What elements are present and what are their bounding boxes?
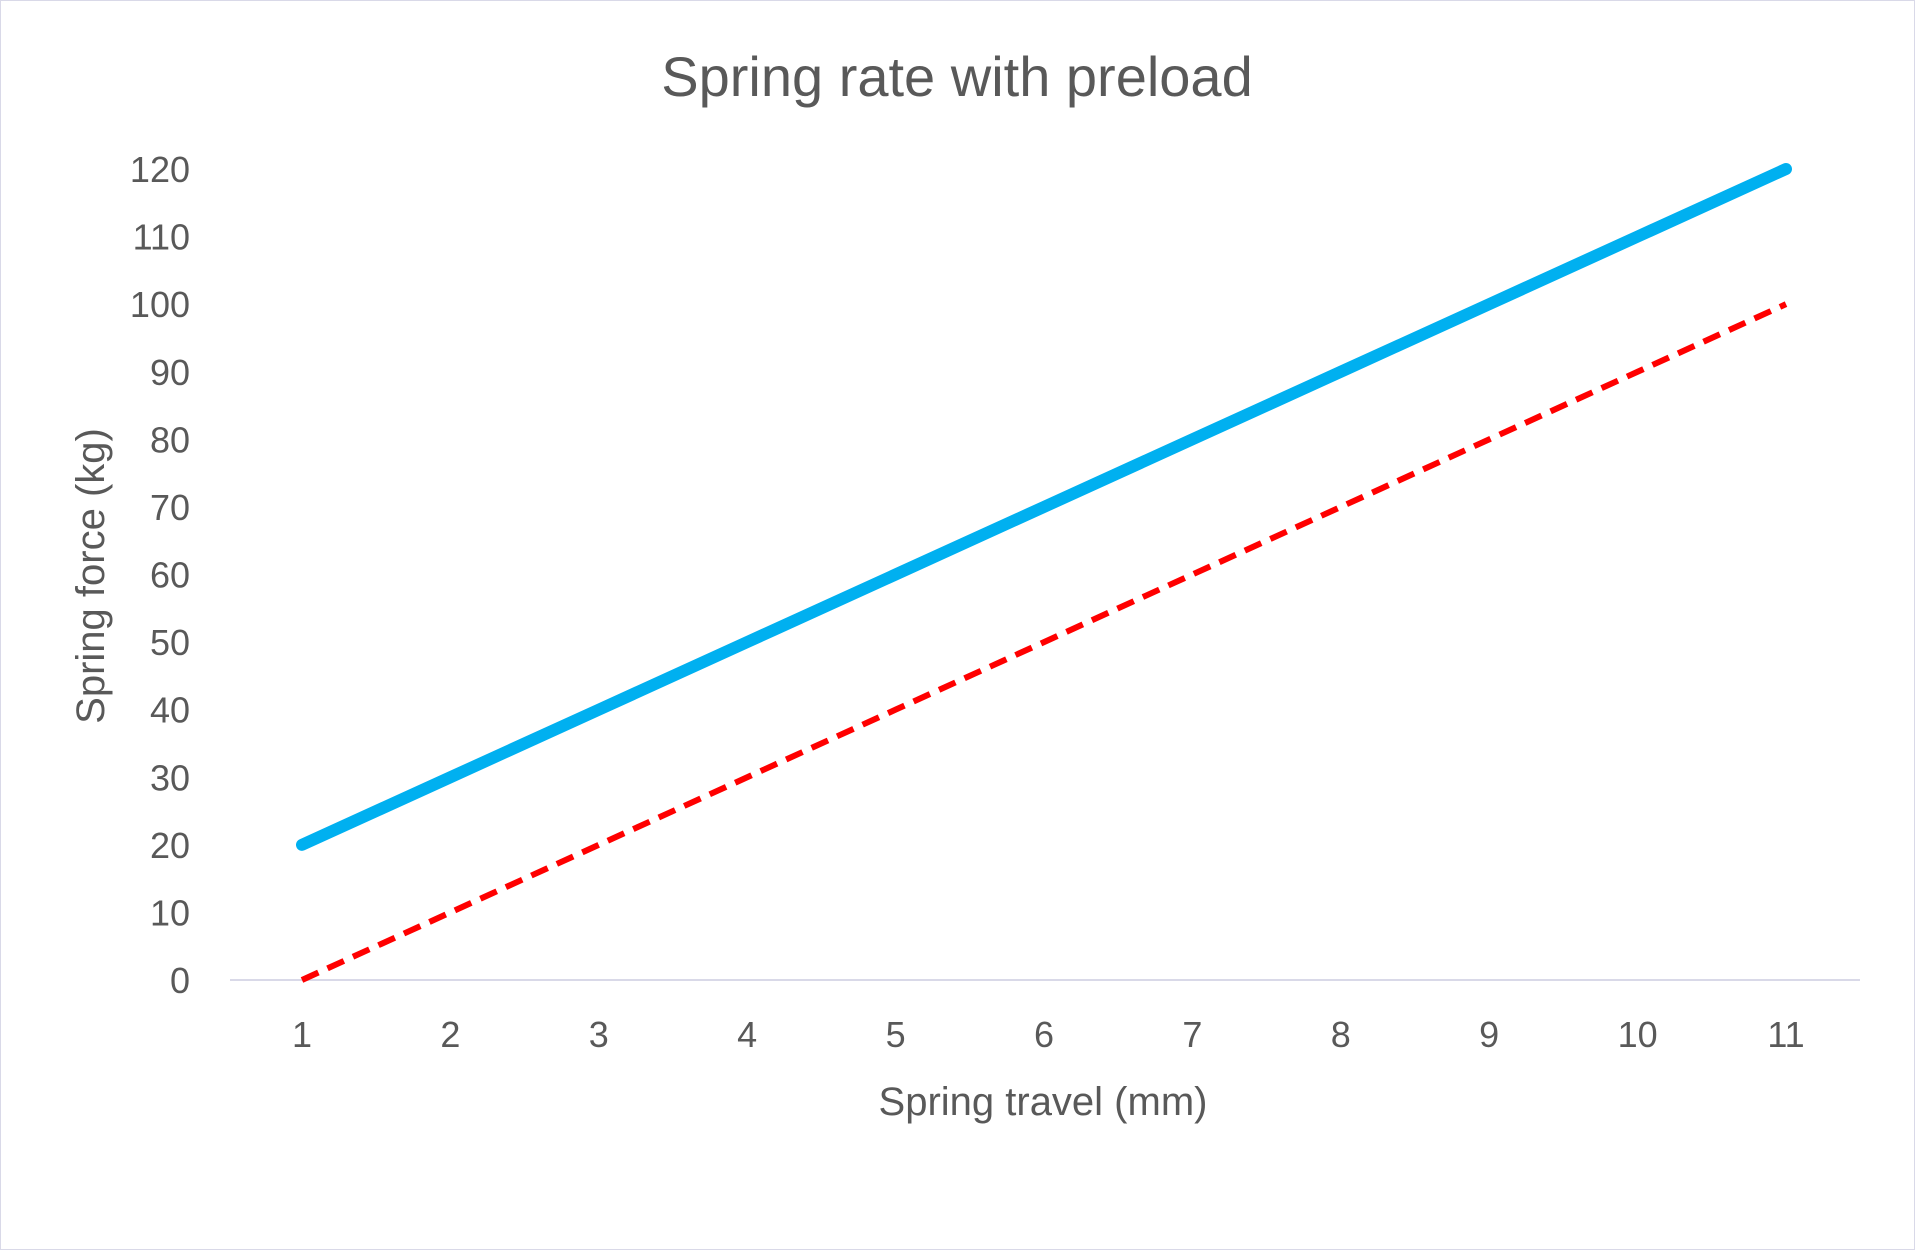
y-axis-label: Spring force (kg) xyxy=(69,428,113,724)
y-tick-label: 0 xyxy=(170,960,190,1001)
y-tick-label: 40 xyxy=(150,690,190,731)
y-tick-label: 110 xyxy=(133,217,190,258)
series-line-1 xyxy=(296,163,1792,851)
x-tick-label: 7 xyxy=(1182,1014,1202,1055)
y-tick-label: 90 xyxy=(150,352,190,393)
x-tick-label: 6 xyxy=(1034,1014,1054,1055)
x-tick-label: 9 xyxy=(1479,1014,1499,1055)
x-tick-label: 4 xyxy=(737,1014,757,1055)
x-tick-label: 5 xyxy=(886,1014,906,1055)
y-axis-ticks: 0 10 20 30 40 50 60 70 80 90 100 110 120 xyxy=(130,149,190,1001)
x-tick-label: 10 xyxy=(1618,1014,1658,1055)
chart-title: Spring rate with preload xyxy=(661,45,1252,108)
x-tick-label: 1 xyxy=(292,1014,312,1055)
x-tick-label: 8 xyxy=(1331,1014,1351,1055)
series-layer xyxy=(296,163,1792,983)
y-tick-label: 80 xyxy=(150,419,190,460)
y-tick-label: 100 xyxy=(130,284,190,325)
y-tick-label: 50 xyxy=(150,622,190,663)
y-tick-label: 70 xyxy=(150,487,190,528)
y-tick-label: 10 xyxy=(150,892,190,933)
x-tick-label: 2 xyxy=(440,1014,460,1055)
series-line-2 xyxy=(300,301,1788,983)
y-tick-label: 20 xyxy=(150,825,190,866)
x-tick-label: 11 xyxy=(1767,1014,1804,1055)
y-tick-label: 30 xyxy=(150,757,190,798)
y-tick-label: 60 xyxy=(150,555,190,596)
x-axis-ticks: 1 2 3 4 5 6 7 8 9 10 11 xyxy=(292,1014,1805,1055)
x-axis-label: Spring travel (mm) xyxy=(879,1080,1208,1124)
y-tick-label: 120 xyxy=(130,149,190,190)
x-tick-label: 3 xyxy=(589,1014,609,1055)
